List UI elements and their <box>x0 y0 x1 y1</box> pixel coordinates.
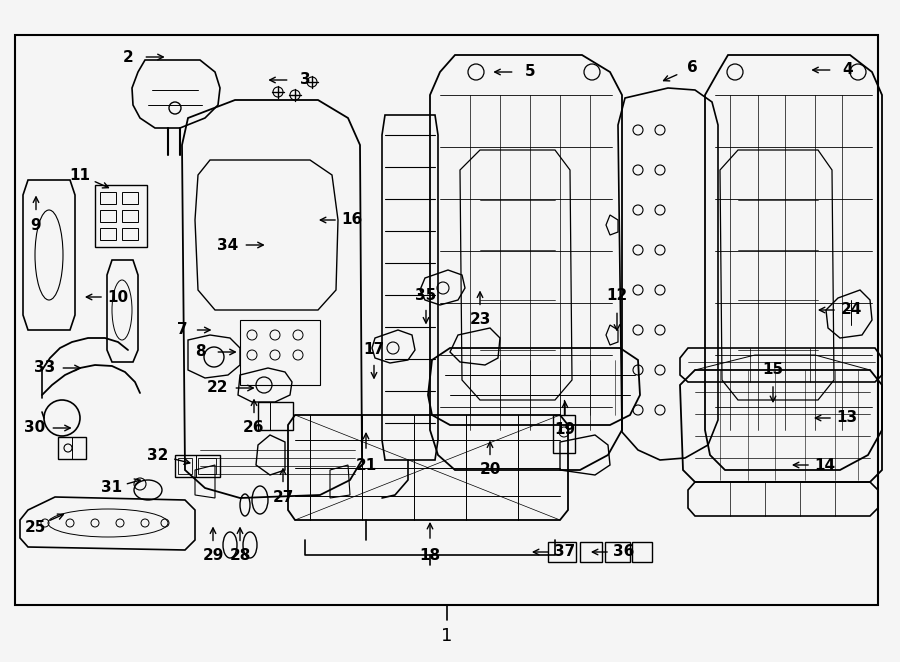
Text: 14: 14 <box>814 457 835 473</box>
Text: 7: 7 <box>176 322 187 338</box>
Bar <box>258 402 293 430</box>
Text: 9: 9 <box>31 218 41 232</box>
Bar <box>95 185 147 247</box>
Text: 16: 16 <box>341 213 363 228</box>
Text: 27: 27 <box>273 489 293 504</box>
Text: 29: 29 <box>202 549 224 563</box>
Text: 28: 28 <box>230 549 251 563</box>
Text: 5: 5 <box>525 64 535 79</box>
Text: 26: 26 <box>243 420 265 436</box>
Text: 8: 8 <box>194 344 205 359</box>
Text: 10: 10 <box>107 289 129 305</box>
Text: 17: 17 <box>364 342 384 357</box>
Bar <box>605 542 630 562</box>
Bar <box>175 455 220 477</box>
Text: 15: 15 <box>762 363 784 377</box>
Text: 30: 30 <box>24 420 46 436</box>
Bar <box>240 320 320 385</box>
Text: 2: 2 <box>122 50 133 64</box>
Text: 37: 37 <box>554 545 576 559</box>
Text: 25: 25 <box>24 520 46 534</box>
Text: 19: 19 <box>554 422 576 438</box>
Bar <box>580 542 602 562</box>
Text: 23: 23 <box>469 312 491 328</box>
Text: 11: 11 <box>69 167 91 183</box>
Text: 22: 22 <box>207 381 229 395</box>
Bar <box>198 458 216 474</box>
Bar <box>548 542 576 562</box>
Text: 4: 4 <box>842 62 853 77</box>
Text: 1: 1 <box>441 627 453 645</box>
Text: 20: 20 <box>480 463 500 477</box>
Text: 34: 34 <box>218 238 238 252</box>
Text: 36: 36 <box>613 545 634 559</box>
Bar <box>632 542 652 562</box>
Bar <box>15 35 878 605</box>
Bar <box>100 192 116 204</box>
Bar <box>122 228 138 240</box>
Bar <box>122 210 138 222</box>
Text: 12: 12 <box>607 287 627 303</box>
Text: 18: 18 <box>419 547 441 563</box>
Text: 21: 21 <box>356 457 376 473</box>
Bar <box>553 415 575 453</box>
Text: 13: 13 <box>836 410 858 426</box>
Bar <box>100 210 116 222</box>
Text: 6: 6 <box>687 60 698 75</box>
Text: 35: 35 <box>416 287 436 303</box>
Bar <box>122 192 138 204</box>
Text: 32: 32 <box>148 448 168 463</box>
Text: 33: 33 <box>34 361 56 375</box>
Text: 24: 24 <box>841 303 861 318</box>
Bar <box>178 458 192 474</box>
Bar <box>100 228 116 240</box>
Text: 31: 31 <box>102 481 122 495</box>
Text: 3: 3 <box>300 73 310 87</box>
Bar <box>58 437 86 459</box>
